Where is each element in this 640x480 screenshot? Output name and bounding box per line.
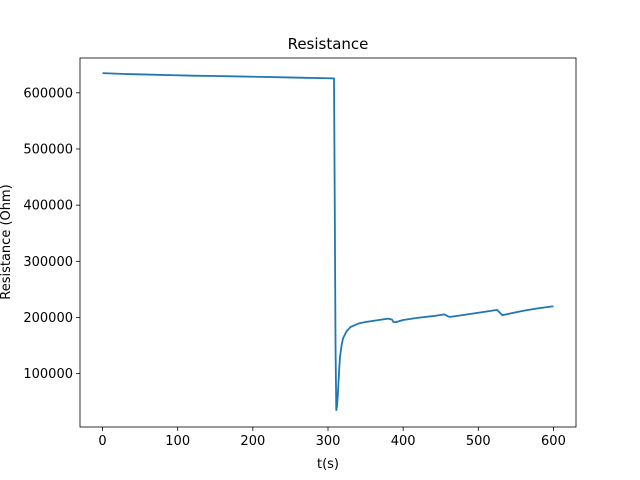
x-tick-label: 0 — [98, 434, 106, 449]
y-tick-label: 300000 — [23, 255, 73, 270]
x-axis-ticks: 0 100 200 300 400 500 600 — [98, 427, 566, 449]
x-axis-label: t(s) — [317, 457, 339, 472]
x-tick-label: 400 — [391, 434, 416, 449]
y-tick-label: 400000 — [23, 199, 73, 214]
x-tick-label: 100 — [165, 434, 190, 449]
x-tick-label: 600 — [541, 434, 566, 449]
series-line-resistance — [102, 72, 554, 412]
x-tick-label: 300 — [316, 434, 341, 449]
y-tick-label: 200000 — [23, 311, 73, 326]
y-tick-label: 600000 — [23, 86, 73, 101]
y-axis-label: Resistance (Ohm) — [0, 184, 14, 299]
x-tick-label: 200 — [240, 434, 265, 449]
y-axis-ticks: 100000 200000 300000 400000 500000 600000 — [23, 86, 80, 382]
y-tick-label: 100000 — [23, 367, 73, 382]
x-tick-label: 500 — [466, 434, 491, 449]
chart-title: Resistance — [288, 35, 369, 53]
y-tick-label: 500000 — [23, 142, 73, 157]
